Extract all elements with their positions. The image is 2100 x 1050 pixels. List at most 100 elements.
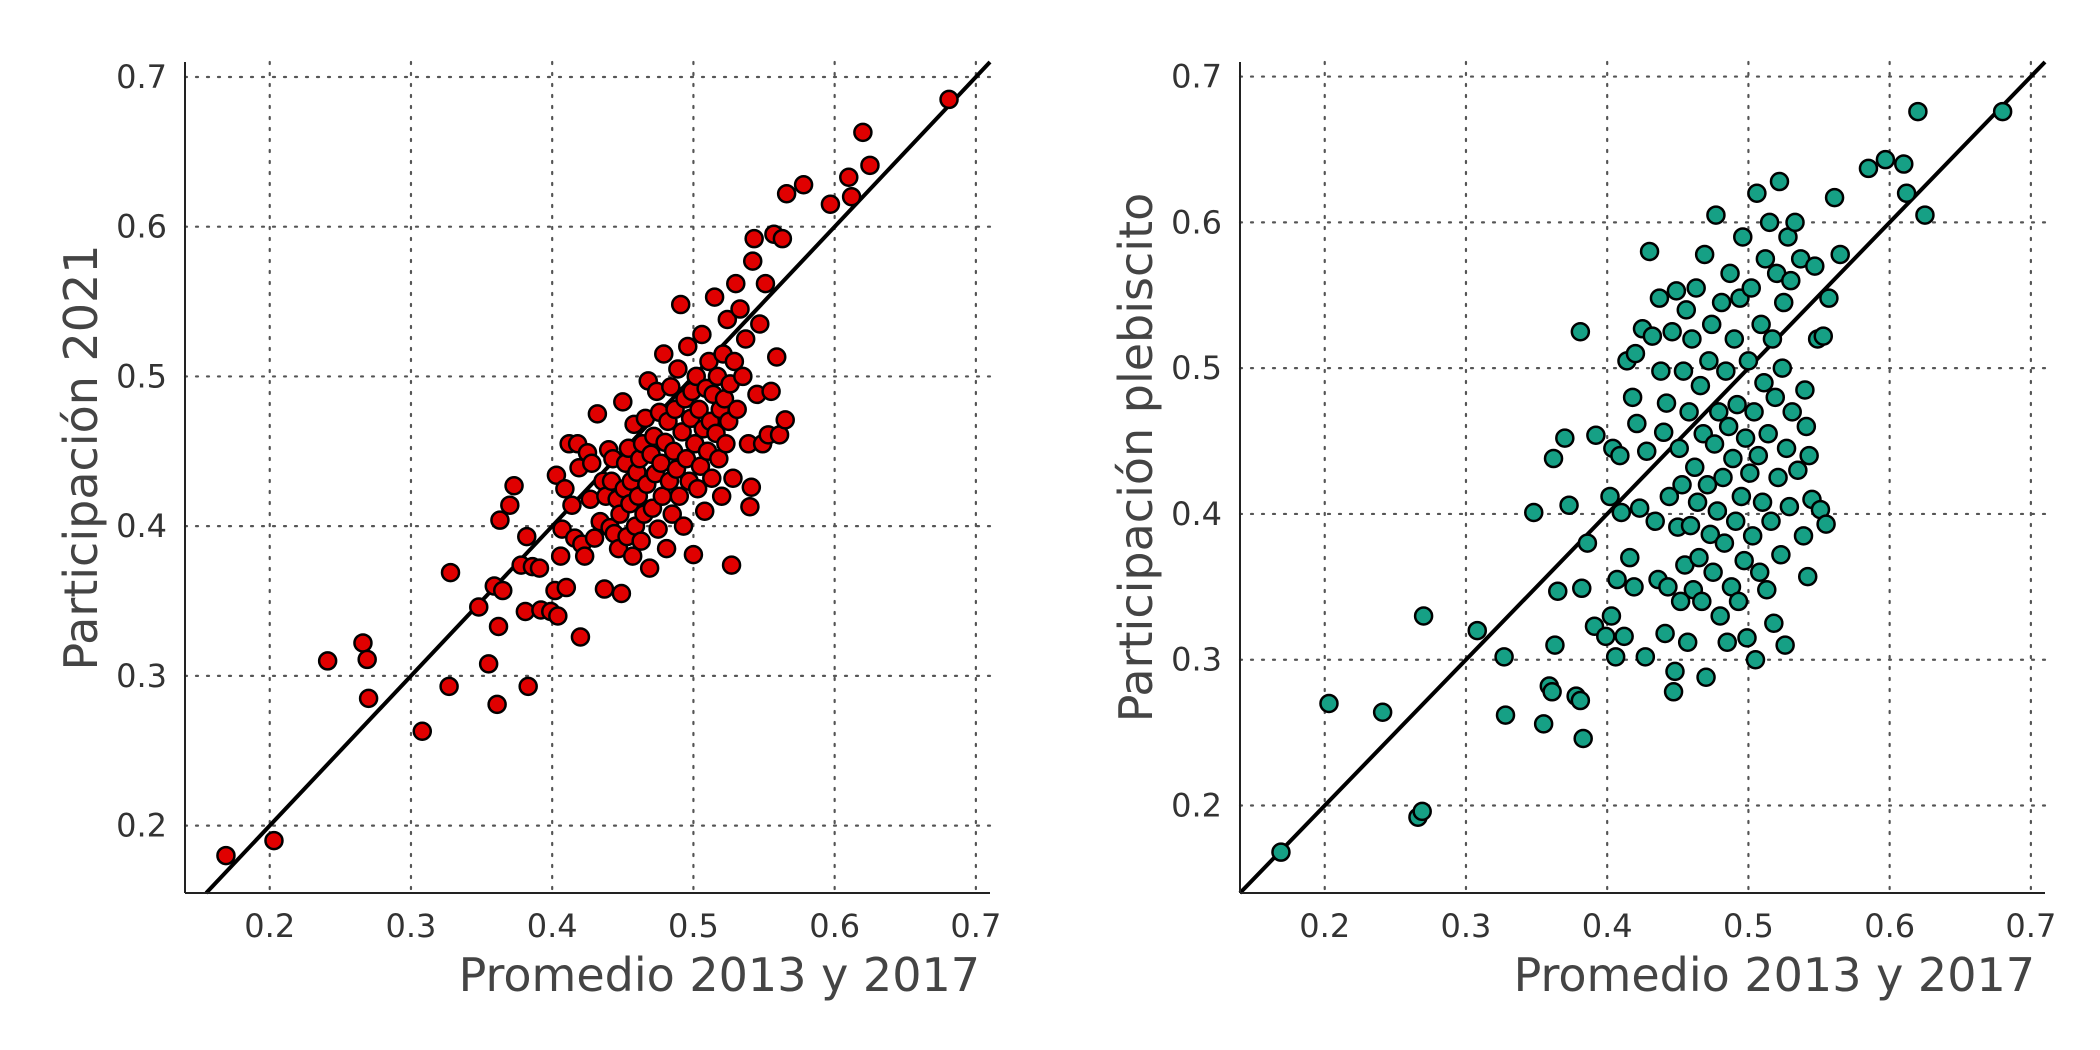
data-point <box>1625 343 1646 364</box>
data-point <box>735 329 756 349</box>
data-point <box>1723 448 1743 469</box>
data-point <box>611 583 632 604</box>
data-point <box>1651 361 1671 381</box>
data-point <box>1611 502 1632 523</box>
data-point <box>730 299 750 319</box>
data-point <box>721 555 742 575</box>
data-point <box>1662 321 1682 342</box>
data-point <box>1555 428 1575 448</box>
data-point <box>1749 562 1770 583</box>
data-point <box>717 309 738 330</box>
data-point <box>1735 428 1756 448</box>
data-point <box>517 526 537 547</box>
data-point <box>555 478 575 499</box>
data-point <box>581 453 602 474</box>
data-point <box>1600 486 1620 507</box>
y-tick-label: 0.6 <box>1171 203 1222 241</box>
data-point <box>1992 101 2013 122</box>
axes <box>184 62 990 894</box>
y-tick-label: 0.5 <box>116 357 167 395</box>
data-point <box>488 616 509 637</box>
data-point <box>1757 580 1777 600</box>
data-point <box>689 399 709 420</box>
data-point <box>1744 402 1764 422</box>
data-point <box>1896 183 1917 203</box>
y-axis-label: Participación plebiscito <box>1109 193 1163 723</box>
data-point <box>1713 467 1733 488</box>
data-point <box>1642 326 1663 346</box>
x-tick-label: 0.4 <box>1582 907 1633 945</box>
x-axis-label: Promedio 2013 y 2017 <box>459 948 980 1002</box>
data-point <box>1908 101 1928 122</box>
data-point <box>1570 690 1591 711</box>
data-point <box>546 465 567 486</box>
data-point <box>1573 728 1593 749</box>
data-point <box>1781 270 1801 291</box>
data-point <box>1773 292 1794 313</box>
data-point <box>631 531 651 551</box>
grid-lines <box>1238 60 2047 895</box>
data-point <box>1586 425 1606 445</box>
data-point <box>654 344 674 364</box>
data-point <box>1495 705 1516 725</box>
data-point <box>1824 187 1845 208</box>
data-point <box>740 496 760 517</box>
data-point <box>1467 620 1488 641</box>
data-point <box>669 486 690 506</box>
data-point <box>317 651 338 671</box>
data-point <box>1741 278 1761 298</box>
data-point <box>1805 256 1825 276</box>
data-point <box>1545 635 1565 655</box>
data-point <box>1711 292 1732 313</box>
data-point <box>1372 702 1393 722</box>
data-point <box>1751 314 1771 335</box>
data-point <box>1733 227 1753 247</box>
data-point <box>1782 402 1802 422</box>
data-point <box>1548 581 1568 601</box>
data-point <box>1669 438 1689 459</box>
data-point <box>1659 486 1680 507</box>
data-point <box>1686 278 1706 298</box>
data-point <box>1710 606 1730 626</box>
data-point <box>683 544 704 565</box>
data-point <box>1727 394 1747 415</box>
data-point <box>1635 647 1656 667</box>
data-point <box>661 377 681 397</box>
data-point <box>672 422 692 442</box>
data-point <box>1694 244 1715 265</box>
data-point <box>711 486 732 506</box>
data-point <box>1785 212 1805 233</box>
data-point <box>1764 613 1784 634</box>
data-point <box>1559 495 1579 515</box>
data-point <box>1696 667 1716 687</box>
data-point <box>724 351 745 372</box>
data-point <box>1413 606 1434 626</box>
data-point <box>727 399 747 420</box>
data-point <box>1819 288 1839 308</box>
data-point <box>556 577 577 598</box>
data-point <box>1685 457 1705 478</box>
data-point <box>613 392 633 412</box>
data-point <box>529 558 550 578</box>
data-point <box>1524 502 1544 523</box>
data-point <box>1605 647 1626 667</box>
data-point <box>1658 577 1678 597</box>
y-tick-label: 0.4 <box>116 507 167 545</box>
data-point <box>1759 212 1780 233</box>
data-point <box>1728 591 1749 612</box>
data-point <box>587 404 608 424</box>
data-point <box>1607 569 1627 590</box>
data-point <box>1714 533 1735 553</box>
data-points <box>1271 101 2013 862</box>
data-point <box>1752 492 1773 513</box>
identity-line <box>1238 60 2047 895</box>
data-point <box>1771 545 1791 565</box>
y-tick-label: 0.2 <box>116 807 167 845</box>
data-point <box>1769 171 1790 192</box>
data-point <box>766 347 787 367</box>
data-point <box>1655 623 1675 644</box>
data-point <box>1680 515 1701 536</box>
grid-lines <box>183 60 992 895</box>
data-point <box>656 538 677 559</box>
data-point <box>1542 682 1562 702</box>
